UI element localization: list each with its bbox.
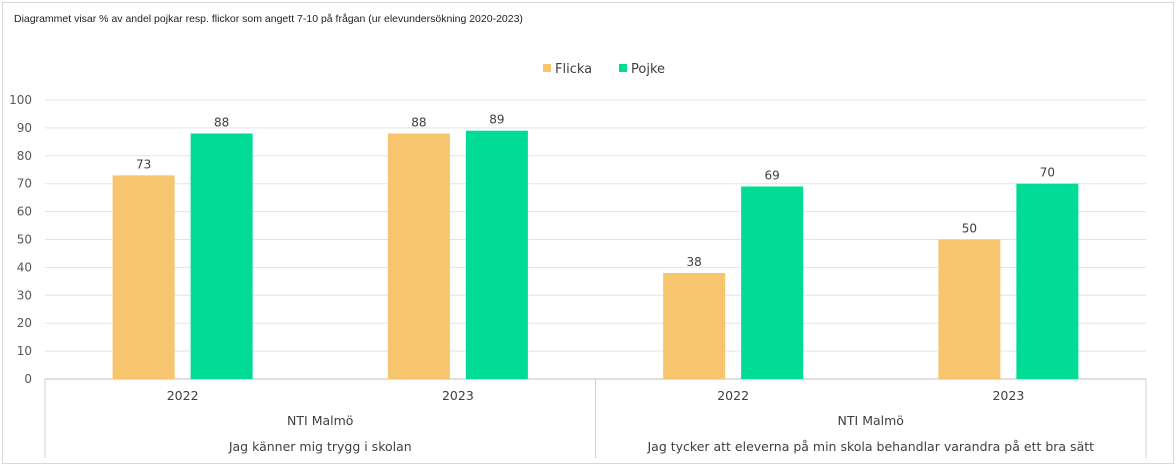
bar [112, 175, 175, 379]
x-group-label: NTI Malmö [838, 413, 904, 428]
data-label: 88 [411, 115, 426, 129]
bar [465, 130, 528, 379]
data-label: 88 [214, 115, 229, 129]
x-question-label: Jag tycker att eleverna på min skola beh… [646, 439, 1094, 454]
y-tick-label: 0 [24, 372, 32, 386]
y-tick-label: 50 [17, 233, 32, 247]
y-tick-label: 10 [17, 344, 32, 358]
y-tick-label: 90 [17, 121, 32, 135]
bar [190, 133, 253, 379]
y-axis: 0 10 20 30 40 50 60 70 80 90 100 [9, 93, 32, 386]
bar [663, 272, 726, 379]
data-label: 89 [489, 113, 504, 127]
x-tick-label: 2023 [992, 388, 1024, 403]
data-labels: 73 88 88 89 38 69 50 70 [136, 113, 1055, 269]
y-tick-label: 100 [9, 93, 32, 107]
x-group-label: NTI Malmö [287, 413, 353, 428]
bars [112, 130, 1079, 379]
bar [387, 133, 450, 379]
data-label: 70 [1040, 166, 1055, 180]
legend-label: Pojke [631, 62, 665, 77]
legend-swatch [543, 64, 551, 72]
x-tick-label: 2022 [717, 388, 749, 403]
x-axis: 2022 2023 2022 2023 NTI Malmö Jag känner mig … [44, 379, 1147, 458]
x-question-label: Jag känner mig trygg i skolan [228, 439, 412, 454]
legend-swatch [619, 64, 627, 72]
x-tick-label: 2023 [442, 388, 474, 403]
legend: Flicka Pojke [543, 62, 665, 77]
bar [938, 239, 1001, 379]
chart-caption: Diagrammet visar % av andel pojkar resp.… [14, 13, 523, 25]
legend-label: Flicka [555, 62, 592, 77]
x-tick-label: 2022 [167, 388, 199, 403]
bar [1016, 183, 1079, 379]
y-tick-label: 20 [17, 316, 32, 330]
data-label: 73 [136, 157, 151, 171]
y-tick-label: 80 [17, 149, 32, 163]
y-tick-label: 70 [17, 177, 32, 191]
y-tick-label: 60 [17, 205, 32, 219]
data-label: 69 [764, 168, 779, 182]
data-label: 38 [686, 255, 701, 269]
y-tick-label: 30 [17, 288, 32, 302]
data-label: 50 [962, 222, 977, 236]
bar [741, 186, 804, 379]
y-tick-label: 40 [17, 260, 32, 274]
